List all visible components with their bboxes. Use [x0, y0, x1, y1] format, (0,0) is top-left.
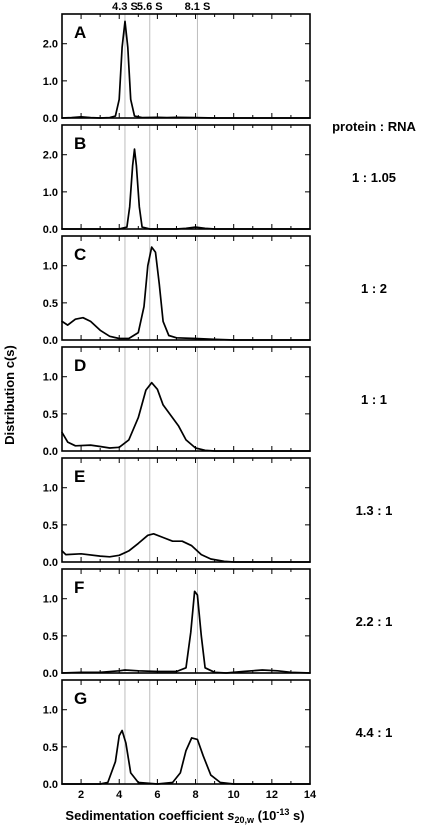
panel-frame [61, 124, 311, 230]
y-tick-label: 0.5 [43, 742, 58, 754]
panel-f: 0.0 0.5 1.0 F 2.2 : 1 [43, 568, 393, 680]
y-tick-label: 1.0 [43, 187, 58, 199]
x-tick-label: 2 [78, 789, 84, 801]
reference-markers: 4.3 S 5.6 S 8.1 S [112, 1, 210, 13]
y-tick-label: 0.0 [43, 446, 58, 458]
series-line-c [61, 246, 311, 341]
panel-frame [61, 13, 311, 119]
y-tick-label: 0.0 [43, 779, 58, 791]
ratio-label: 1.3 : 1 [356, 503, 393, 518]
x-axis-label: Sedimentation coefficient s20,w (10-13 s… [65, 807, 304, 825]
panel-letter: A [74, 23, 86, 42]
panel-letter: F [74, 578, 84, 597]
y-tick-label: 0.0 [43, 668, 58, 680]
y-tick-label: 1.0 [43, 483, 58, 495]
series-line-d [61, 381, 311, 452]
panel-frame [61, 457, 311, 563]
reference-label: 8.1 S [185, 1, 211, 13]
y-tick-label: 0.0 [43, 113, 58, 125]
series-line-b [61, 148, 311, 230]
x-axis-label-unit-close: s) [289, 808, 304, 823]
panel-letter: D [74, 356, 86, 375]
ratio-label: 2.2 : 1 [356, 614, 393, 629]
y-tick-label: 0.5 [43, 631, 58, 643]
panel-letter: B [74, 134, 86, 153]
panels-layer: 0.0 1.0 2.0 A 0.0 1.0 2.0 B 1 : 1.05 0.0 0.5 1.0 C 1 … [43, 13, 396, 801]
y-tick-label: 0.0 [43, 557, 58, 569]
series-line-e [61, 532, 311, 563]
panel-frame [61, 679, 311, 785]
y-tick-label: 1.0 [43, 594, 58, 606]
series-line-a [61, 20, 311, 119]
x-tick-label: 14 [304, 789, 317, 801]
y-tick-label: 0.5 [43, 520, 58, 532]
y-tick-label: 0.5 [43, 298, 58, 310]
y-tick-label: 0.0 [43, 335, 58, 347]
reference-label: 4.3 S [112, 1, 138, 13]
y-tick-label: 2.0 [43, 150, 58, 162]
x-axis-label-superscript: -13 [276, 807, 289, 817]
y-tick-label: 1.0 [43, 705, 58, 717]
y-tick-label: 2.0 [43, 39, 58, 51]
x-axis-label-prefix: Sedimentation coefficient [65, 808, 227, 823]
panel-letter: G [74, 689, 87, 708]
series-line-f [61, 590, 311, 674]
x-tick-label: 12 [266, 789, 278, 801]
ratio-label: 1 : 1 [361, 392, 387, 407]
panel-g: 0.0 0.5 1.0 G 4.4 : 1 2 4 6 8 10 12 14 [43, 679, 393, 801]
ratio-label: 1 : 2 [361, 281, 387, 296]
panel-c: 0.0 0.5 1.0 C 1 : 2 [43, 235, 387, 347]
ratio-header: protein : RNA [332, 119, 416, 134]
panel-a: 0.0 1.0 2.0 A [43, 13, 311, 125]
panel-letter: E [74, 467, 85, 486]
panel-frame [61, 235, 311, 341]
y-tick-label: 1.0 [43, 261, 58, 273]
x-tick-label: 8 [192, 789, 198, 801]
panel-frame [61, 346, 311, 452]
ratio-label: 1 : 1.05 [352, 170, 396, 185]
y-tick-label: 1.0 [43, 76, 58, 88]
x-tick-label: 4 [116, 789, 123, 801]
ratio-label: 4.4 : 1 [356, 725, 393, 740]
x-axis-label-unit-open: (10 [254, 808, 276, 823]
y-tick-label: 0.0 [43, 224, 58, 236]
reference-label: 5.6 S [137, 1, 163, 13]
panel-b: 0.0 1.0 2.0 B 1 : 1.05 [43, 124, 396, 236]
panel-frame [61, 568, 311, 674]
y-tick-label: 0.5 [43, 409, 58, 421]
panel-d: 0.0 0.5 1.0 D 1 : 1 [43, 346, 387, 458]
x-axis-label-subscript: 20,w [234, 815, 255, 825]
x-axis-label-symbol: s [227, 808, 234, 823]
panel-letter: C [74, 245, 86, 264]
series-line-g [61, 729, 311, 785]
y-axis-label: Distribution c(s) [2, 345, 17, 445]
x-tick-label: 10 [228, 789, 240, 801]
x-tick-label: 6 [154, 789, 160, 801]
y-tick-label: 1.0 [43, 372, 58, 384]
panel-e: 0.0 0.5 1.0 E 1.3 : 1 [43, 457, 393, 569]
